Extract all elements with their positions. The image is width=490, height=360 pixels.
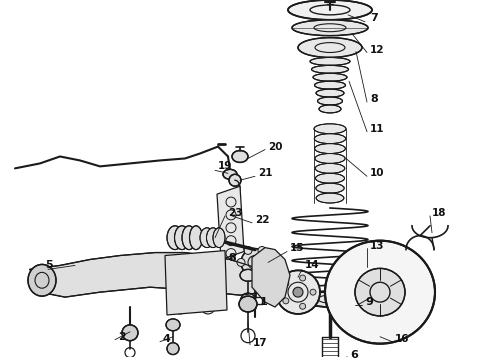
Ellipse shape xyxy=(229,174,241,186)
Ellipse shape xyxy=(316,89,344,97)
Ellipse shape xyxy=(293,287,303,297)
Text: 7: 7 xyxy=(370,13,378,23)
Ellipse shape xyxy=(177,284,183,290)
Text: 13: 13 xyxy=(370,240,385,251)
Ellipse shape xyxy=(265,258,273,266)
Ellipse shape xyxy=(122,325,138,341)
Ellipse shape xyxy=(315,81,345,89)
Text: 1: 1 xyxy=(260,297,268,307)
Ellipse shape xyxy=(355,269,405,316)
Ellipse shape xyxy=(312,66,348,73)
Ellipse shape xyxy=(205,265,211,270)
Ellipse shape xyxy=(314,134,346,144)
Ellipse shape xyxy=(240,269,256,281)
Text: 17: 17 xyxy=(253,338,268,348)
Ellipse shape xyxy=(325,241,435,344)
Ellipse shape xyxy=(298,38,362,58)
Ellipse shape xyxy=(315,144,345,153)
Ellipse shape xyxy=(200,228,214,248)
Ellipse shape xyxy=(316,193,344,203)
Ellipse shape xyxy=(314,124,346,134)
Ellipse shape xyxy=(244,247,252,255)
Text: 12: 12 xyxy=(370,45,385,54)
Text: 14: 14 xyxy=(305,260,319,270)
Ellipse shape xyxy=(288,0,372,20)
Ellipse shape xyxy=(166,319,180,331)
Ellipse shape xyxy=(174,226,190,249)
Ellipse shape xyxy=(302,291,358,307)
Text: 8: 8 xyxy=(370,94,378,104)
Ellipse shape xyxy=(205,304,211,310)
Text: 5: 5 xyxy=(45,260,52,270)
Ellipse shape xyxy=(315,153,345,163)
Ellipse shape xyxy=(237,258,245,266)
Text: 10: 10 xyxy=(370,168,385,178)
Ellipse shape xyxy=(313,73,347,81)
Ellipse shape xyxy=(205,284,211,290)
Text: 4: 4 xyxy=(162,334,170,344)
Text: 23: 23 xyxy=(228,208,243,218)
Text: 22: 22 xyxy=(255,215,270,225)
Text: 2: 2 xyxy=(118,332,126,342)
Ellipse shape xyxy=(258,270,266,278)
Text: 9: 9 xyxy=(365,297,373,307)
Ellipse shape xyxy=(300,275,306,281)
Text: 20: 20 xyxy=(268,141,283,152)
Ellipse shape xyxy=(316,173,344,183)
Text: 6: 6 xyxy=(350,350,358,360)
Ellipse shape xyxy=(167,343,179,355)
Ellipse shape xyxy=(244,270,252,278)
Text: 18: 18 xyxy=(432,208,446,218)
Ellipse shape xyxy=(213,228,225,248)
Ellipse shape xyxy=(232,150,248,162)
Polygon shape xyxy=(252,248,290,307)
Ellipse shape xyxy=(318,97,343,105)
Ellipse shape xyxy=(28,265,56,296)
Ellipse shape xyxy=(319,105,341,113)
Ellipse shape xyxy=(276,270,320,314)
Ellipse shape xyxy=(283,298,289,304)
Ellipse shape xyxy=(310,289,316,295)
Ellipse shape xyxy=(300,303,306,309)
Polygon shape xyxy=(30,253,270,297)
Ellipse shape xyxy=(177,265,183,270)
Ellipse shape xyxy=(292,20,368,36)
Text: 8: 8 xyxy=(228,252,236,262)
Ellipse shape xyxy=(315,163,345,173)
Ellipse shape xyxy=(190,226,202,249)
Ellipse shape xyxy=(239,296,257,312)
Ellipse shape xyxy=(310,58,350,66)
Ellipse shape xyxy=(283,280,289,287)
Ellipse shape xyxy=(177,304,183,310)
Polygon shape xyxy=(165,251,227,315)
Ellipse shape xyxy=(241,293,255,305)
Ellipse shape xyxy=(241,249,269,276)
Text: 21: 21 xyxy=(258,168,272,178)
Ellipse shape xyxy=(316,183,344,193)
Text: 19: 19 xyxy=(218,161,232,171)
Ellipse shape xyxy=(258,247,266,255)
Ellipse shape xyxy=(206,228,220,248)
Text: 16: 16 xyxy=(395,334,410,344)
Ellipse shape xyxy=(182,226,196,249)
Text: 11: 11 xyxy=(370,124,385,134)
Ellipse shape xyxy=(223,169,237,179)
Ellipse shape xyxy=(167,226,183,249)
Polygon shape xyxy=(217,186,244,260)
Text: 15: 15 xyxy=(290,243,304,253)
